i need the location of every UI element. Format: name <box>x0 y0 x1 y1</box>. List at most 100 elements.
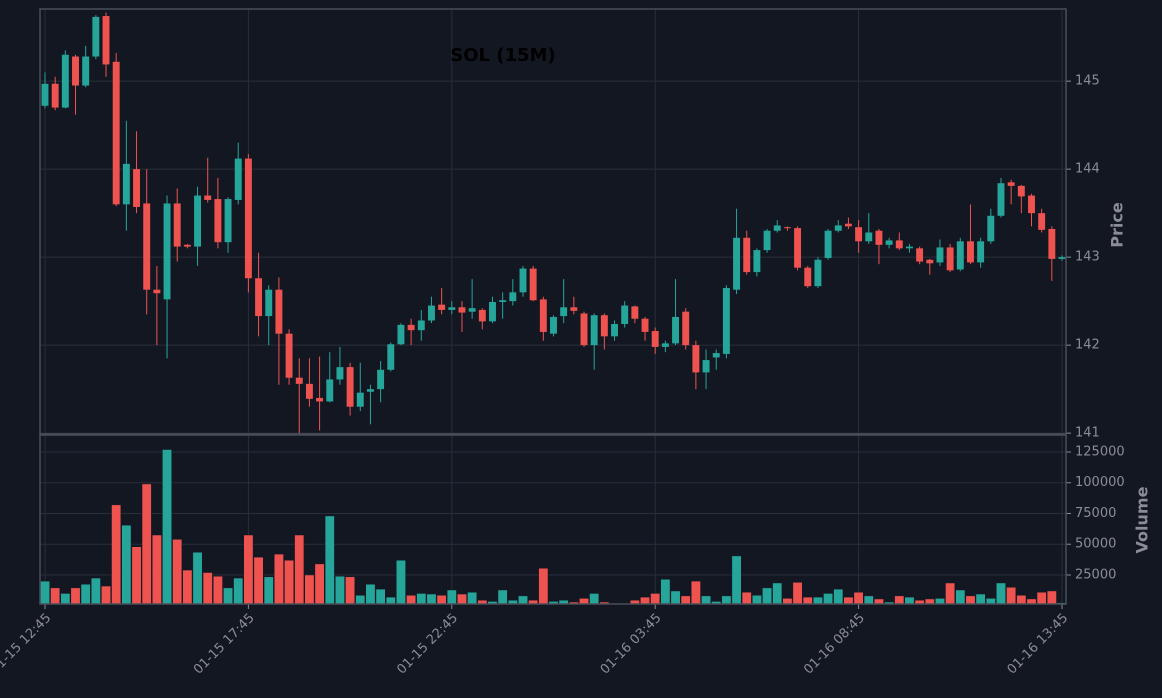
volume-bar <box>833 588 844 605</box>
candle-body <box>600 315 608 337</box>
candle-body <box>570 307 578 311</box>
y-tick-label: 145 <box>1075 74 1100 89</box>
volume-bar <box>121 524 132 605</box>
candle-body <box>173 203 181 247</box>
volume-bar <box>1016 595 1027 605</box>
candle-body <box>967 241 974 263</box>
volume-bar <box>731 555 742 605</box>
volume-bar <box>131 546 142 605</box>
candle-body <box>133 169 140 207</box>
candle-body <box>743 237 751 273</box>
volume-bar <box>660 579 671 605</box>
y-tick-label: 141 <box>1075 426 1100 441</box>
candle-body <box>356 392 364 407</box>
candle-body <box>987 215 995 242</box>
volume-bar <box>304 574 315 605</box>
candle-body <box>255 278 263 317</box>
candle-body <box>478 309 486 322</box>
volume-bar <box>792 582 803 605</box>
candle-body <box>112 61 120 205</box>
candle-body <box>783 227 791 229</box>
volume-bar <box>314 563 325 605</box>
candle-body <box>51 83 59 108</box>
candle-body <box>285 333 293 378</box>
candle-body <box>366 389 374 392</box>
candle-body <box>712 353 720 358</box>
volume-bar <box>284 559 295 605</box>
volume-bar <box>365 583 376 605</box>
candle-body <box>458 307 466 313</box>
candle-body <box>733 237 741 290</box>
candle-body <box>468 308 476 312</box>
candle-body <box>997 183 1005 216</box>
candle-body <box>183 244 191 247</box>
volume-bar <box>812 596 823 605</box>
volume-bar <box>904 596 915 605</box>
volume-bar <box>212 575 223 605</box>
volume-bar <box>589 593 600 605</box>
candle-body <box>214 199 222 243</box>
volume-bar <box>151 534 162 605</box>
volume-bar <box>467 591 478 605</box>
volume-bar <box>762 587 772 605</box>
volume-bar <box>518 595 528 605</box>
volume-axis-label: Volume <box>1133 486 1152 553</box>
grid-layer <box>40 9 1071 609</box>
volume-bar <box>802 596 813 605</box>
volume-bar <box>202 572 213 605</box>
volume-bar <box>192 551 203 605</box>
volume-bar <box>955 589 966 605</box>
candle-body <box>844 223 852 227</box>
volume-bar <box>924 598 935 605</box>
volume-bar <box>40 580 50 605</box>
volume-bar <box>263 576 274 605</box>
candle-body <box>1048 228 1056 259</box>
volume-bar <box>355 595 366 605</box>
volume-bar <box>538 567 549 605</box>
volume-bar <box>162 449 172 605</box>
candle-body <box>204 195 212 200</box>
y-tick-label: 25000 <box>1075 567 1116 582</box>
candle-body <box>875 230 883 245</box>
candle-body <box>143 203 151 290</box>
y-tick-label: 143 <box>1075 250 1100 265</box>
candle-body <box>895 240 903 249</box>
volume-bar <box>985 598 996 605</box>
volume-bar <box>935 598 945 605</box>
volume-bar <box>721 595 732 605</box>
candle-body <box>672 316 679 344</box>
candle-body <box>804 267 812 287</box>
volume-bar <box>874 598 884 605</box>
candle-body <box>631 306 639 319</box>
price-axis-label: Price <box>1108 202 1127 248</box>
volume-bar <box>90 577 101 605</box>
volume-bar <box>101 585 111 605</box>
candle-body <box>651 331 659 347</box>
volume-bar <box>50 587 61 605</box>
candle-body <box>682 311 690 346</box>
candle-body <box>509 292 517 302</box>
candle-body <box>916 248 924 262</box>
volume-bar <box>772 582 783 605</box>
volume-bar <box>579 598 589 605</box>
candle-body <box>1017 185 1025 197</box>
candle-body <box>661 343 669 347</box>
volume-bar <box>80 583 91 605</box>
candle-body <box>773 225 781 231</box>
volume-panel-frame <box>39 434 1067 605</box>
volume-bar <box>396 559 406 605</box>
volume-bar <box>70 587 81 605</box>
candle-body <box>224 199 232 243</box>
candle-body <box>753 250 761 273</box>
volume-bar <box>273 553 284 605</box>
price-panel-frame <box>39 8 1067 435</box>
candle-body <box>417 320 425 331</box>
candle-body <box>194 195 202 247</box>
volume-bar <box>324 515 335 605</box>
volume-bar <box>385 596 396 605</box>
volume-bar <box>406 595 417 605</box>
volume-bar <box>690 580 701 605</box>
candle-body <box>489 302 496 322</box>
